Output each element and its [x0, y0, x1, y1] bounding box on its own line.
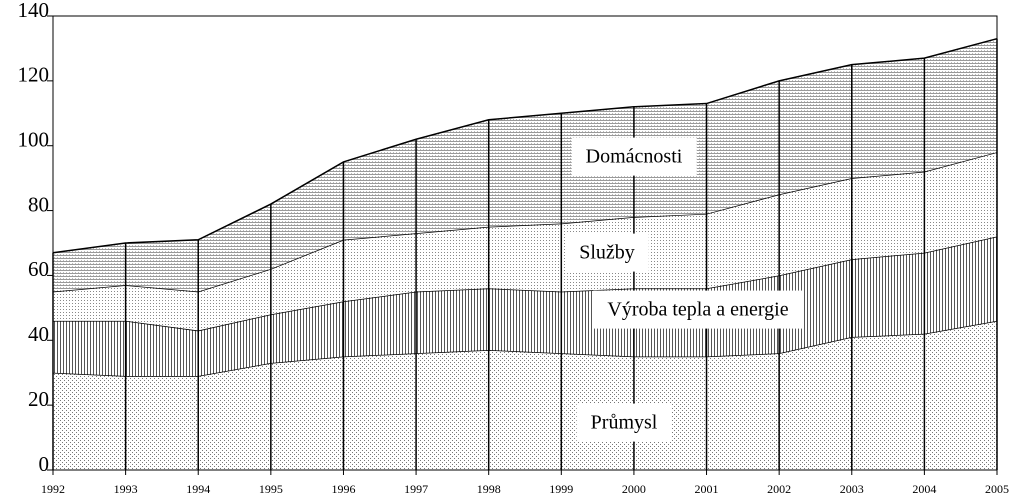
series-label-box — [565, 233, 649, 272]
series-label-box — [593, 290, 803, 329]
x-tick-label: 1997 — [404, 482, 428, 496]
area-line — [52, 151, 998, 293]
x-tick-label: 2005 — [985, 482, 1009, 496]
plot-frame — [52, 15, 998, 471]
area — [53, 320, 997, 470]
area — [53, 152, 997, 331]
area-line — [52, 37, 998, 254]
x-tick-label: 1995 — [259, 482, 283, 496]
y-tick-label: 100 — [18, 128, 50, 152]
series-label: Domácnosti — [586, 146, 683, 168]
series-label: Výroba tepla a energie — [607, 299, 788, 321]
series-label: Služby — [579, 242, 635, 264]
y-tick-label: 60 — [28, 257, 49, 281]
x-tick-label: 2003 — [840, 482, 864, 496]
y-tick-label: 20 — [28, 387, 49, 411]
y-tick-label: 40 — [28, 322, 49, 346]
x-tick-label: 1994 — [186, 482, 210, 496]
y-tick-label: 120 — [18, 63, 50, 87]
series-label-box — [576, 403, 672, 442]
area — [53, 38, 997, 292]
x-tick-label: 1992 — [41, 482, 65, 496]
x-tick-label: 1998 — [477, 482, 501, 496]
x-tick-label: 1999 — [549, 482, 573, 496]
y-tick-label: 140 — [18, 0, 50, 22]
x-tick-label: 2000 — [622, 482, 646, 496]
y-tick-label: 0 — [39, 452, 50, 476]
x-tick-label: 1996 — [331, 482, 355, 496]
y-tick-label: 80 — [28, 192, 49, 216]
x-tick-label: 2004 — [912, 482, 936, 496]
series-label: Průmysl — [591, 412, 658, 434]
x-tick-label: 2001 — [695, 482, 719, 496]
area — [53, 236, 997, 376]
x-tick-label: 1993 — [114, 482, 138, 496]
x-tick-label: 2002 — [767, 482, 791, 496]
series-label-box — [571, 137, 697, 176]
